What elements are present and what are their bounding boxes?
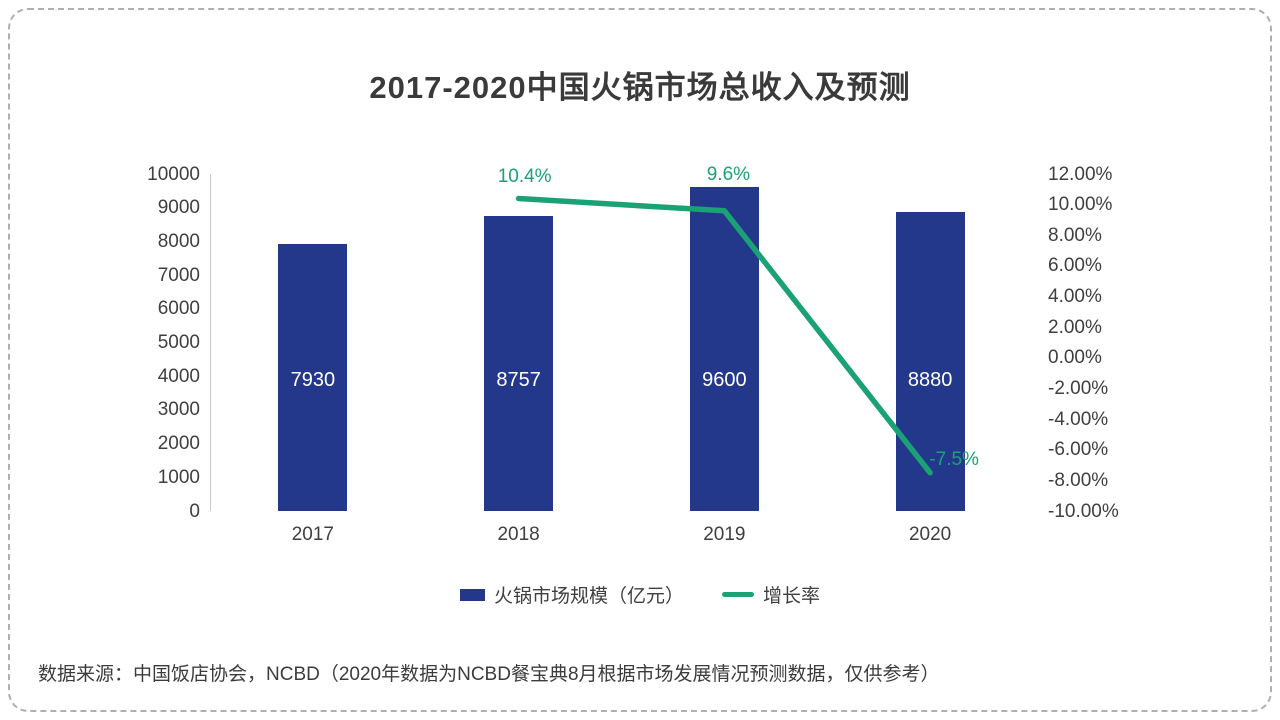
left-axis-tick: 3000 bbox=[157, 399, 200, 421]
legend-bar-label: 火锅市场规模（亿元） bbox=[493, 586, 684, 607]
right-axis-tick: -6.00% bbox=[1048, 439, 1109, 461]
left-axis-tick: 6000 bbox=[157, 298, 200, 320]
right-axis-tick: -2.00% bbox=[1048, 377, 1109, 399]
x-axis-label-2017: 2017 bbox=[291, 524, 335, 545]
x-axis-label-2019: 2019 bbox=[703, 524, 746, 545]
left-axis-tick: 0 bbox=[189, 500, 200, 522]
legend-item-bar: 火锅市场规模（亿元） bbox=[459, 581, 684, 608]
x-axis-label-2020: 2020 bbox=[908, 524, 952, 545]
right-axis-tick: 0.00% bbox=[1048, 347, 1102, 369]
legend-item-line: 增长率 bbox=[722, 581, 820, 608]
line-point-label: 9.6% bbox=[706, 163, 751, 185]
left-axis-tick: 7000 bbox=[157, 264, 200, 286]
line-point-label: 10.4% bbox=[497, 165, 552, 187]
left-axis-tick: 9000 bbox=[157, 197, 200, 219]
line-swatch-icon bbox=[722, 592, 754, 597]
bar-value-label: 7930 bbox=[290, 369, 336, 391]
right-axis-tick: 10.00% bbox=[1048, 194, 1113, 216]
bar-value-label: 8880 bbox=[907, 369, 953, 391]
legend: 火锅市场规模（亿元） 增长率 bbox=[0, 581, 1280, 608]
bar-value-label: 9600 bbox=[702, 369, 747, 391]
bar-value-label: 8757 bbox=[496, 369, 541, 391]
bar-2018 bbox=[484, 215, 554, 511]
left-axis-tick: 5000 bbox=[157, 332, 200, 353]
right-axis-tick: 8.00% bbox=[1048, 224, 1102, 246]
right-axis-tick: -8.00% bbox=[1048, 469, 1109, 491]
chart-title: 2017-2020中国火锅市场总收入及预测 bbox=[369, 70, 911, 105]
left-axis-tick: 10000 bbox=[147, 163, 200, 185]
source-note: 数据来源：中国饭店协会，NCBD（2020年数据为NCBD餐宝典8月根据市场发展… bbox=[38, 664, 940, 685]
right-axis-tick: 12.00% bbox=[1048, 163, 1113, 185]
bar-swatch-icon bbox=[459, 588, 485, 601]
left-axis-line bbox=[210, 174, 211, 511]
left-axis-tick: 2000 bbox=[157, 433, 200, 455]
left-axis-tick: 8000 bbox=[157, 230, 200, 252]
left-axis-tick: 4000 bbox=[157, 365, 200, 387]
x-axis-label-2018: 2018 bbox=[497, 524, 540, 545]
line-point-label: -7.5% bbox=[929, 448, 979, 470]
bar-2017 bbox=[278, 243, 348, 511]
left-axis-tick: 1000 bbox=[157, 466, 200, 488]
bar-2019 bbox=[689, 187, 759, 511]
right-axis-tick: 2.00% bbox=[1048, 316, 1102, 338]
right-axis-tick: -4.00% bbox=[1048, 408, 1109, 430]
right-axis-tick: -10.00% bbox=[1048, 500, 1119, 522]
right-axis-tick: 6.00% bbox=[1048, 255, 1102, 277]
right-axis-tick: 4.00% bbox=[1048, 286, 1102, 308]
legend-line-label: 增长率 bbox=[763, 586, 821, 607]
